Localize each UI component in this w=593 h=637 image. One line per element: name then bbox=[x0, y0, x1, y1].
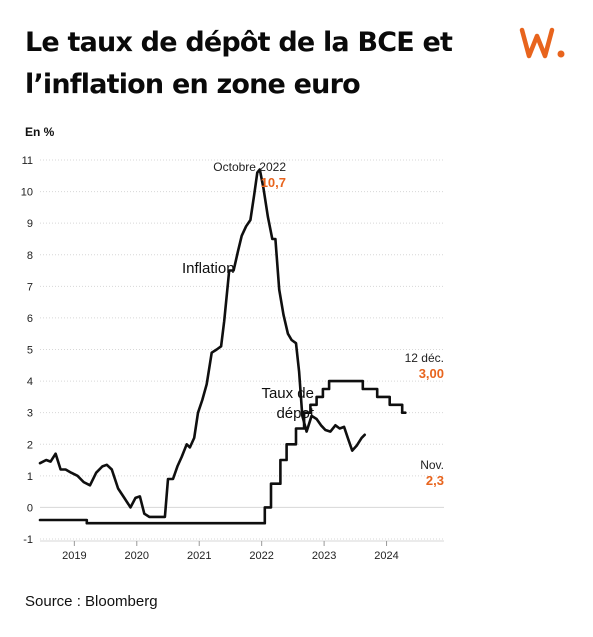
y-tick-label: 5 bbox=[27, 345, 33, 357]
annotation-value: 10,7 bbox=[261, 175, 286, 190]
x-axis-ticks: 2019 2020 2021 2022 2023 2024 bbox=[40, 540, 444, 562]
page-title: Le taux de dépôt de la BCE et l’inflatio… bbox=[25, 27, 453, 100]
x-tick-label: 2024 bbox=[374, 550, 398, 562]
y-tick-label: 4 bbox=[27, 376, 33, 388]
annotation-label: 12 déc. bbox=[405, 351, 444, 365]
annotation-value: 2,3 bbox=[426, 473, 444, 488]
y-tick-label: 9 bbox=[27, 218, 33, 230]
y-tick-label: 1 bbox=[27, 471, 33, 483]
y-axis-ticks: -1 0 1 2 3 4 5 6 7 8 9 10 11 bbox=[21, 155, 33, 546]
x-tick-label: 2020 bbox=[125, 550, 149, 562]
y-tick-label: 8 bbox=[27, 250, 33, 262]
x-tick-label: 2023 bbox=[312, 550, 336, 562]
x-tick-label: 2021 bbox=[187, 550, 211, 562]
series-label-taux-depot: dépot bbox=[276, 405, 314, 422]
y-tick-label: 6 bbox=[27, 313, 33, 325]
y-tick-label: 7 bbox=[27, 281, 33, 293]
w-logo bbox=[519, 27, 565, 59]
annotation-value: 3,00 bbox=[419, 366, 444, 381]
annotation-label: Nov. bbox=[420, 458, 444, 472]
series-label-taux-depot: Taux de bbox=[261, 385, 314, 402]
annotation-label: Octobre 2022 bbox=[213, 160, 286, 174]
x-tick-label: 2019 bbox=[62, 550, 86, 562]
y-tick-label: 2 bbox=[27, 439, 33, 451]
source-note: Source : Bloomberg bbox=[25, 593, 158, 610]
series-label-inflation: Inflation bbox=[182, 260, 235, 277]
y-tick-label: 11 bbox=[22, 155, 33, 167]
y-tick-label: -1 bbox=[23, 534, 33, 546]
y-tick-label: 3 bbox=[27, 408, 33, 420]
series-lines bbox=[38, 168, 407, 525]
y-tick-label: 0 bbox=[27, 502, 33, 514]
x-tick-label: 2022 bbox=[249, 550, 273, 562]
grid-lines bbox=[40, 159, 444, 540]
y-tick-label: 10 bbox=[21, 187, 33, 199]
unit-label: En % bbox=[25, 125, 55, 139]
series-line-inflation bbox=[38, 168, 366, 519]
series-line-taux-depot bbox=[38, 379, 407, 525]
